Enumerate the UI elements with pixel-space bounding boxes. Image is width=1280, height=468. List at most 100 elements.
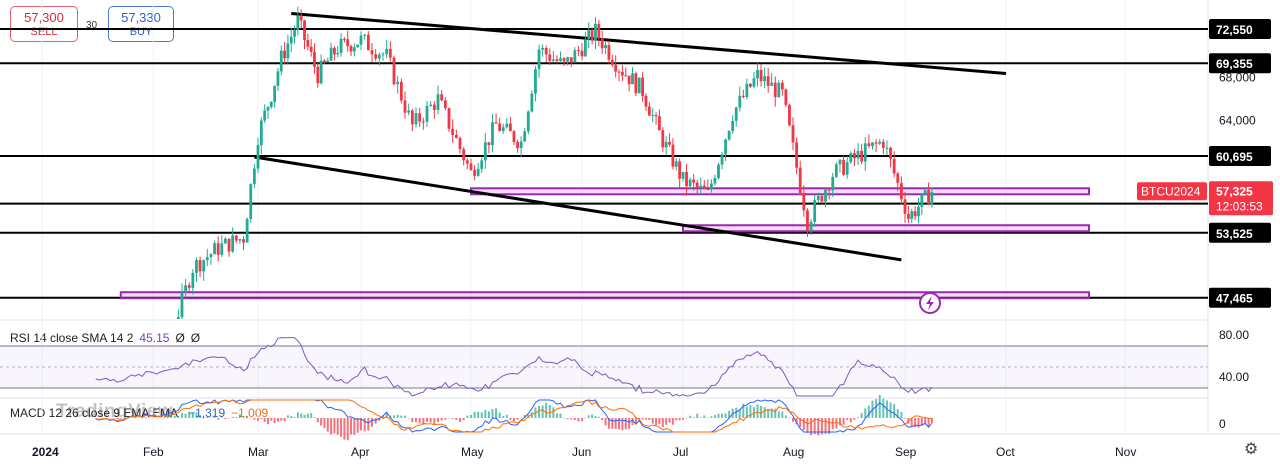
candle bbox=[756, 70, 759, 79]
macd-histogram-bar bbox=[706, 417, 709, 419]
candle bbox=[299, 15, 303, 21]
macd-histogram-bar bbox=[333, 418, 336, 434]
candle bbox=[845, 162, 849, 175]
countdown-label: 12:03:53 bbox=[1216, 199, 1263, 213]
macd-histogram-bar bbox=[155, 417, 158, 419]
macd-histogram-bar bbox=[655, 418, 658, 426]
candle bbox=[671, 144, 675, 167]
macd-histogram-bar bbox=[820, 418, 823, 435]
macd-histogram-bar bbox=[356, 418, 359, 433]
candle bbox=[289, 36, 293, 44]
candle bbox=[644, 95, 648, 107]
candle bbox=[440, 94, 444, 101]
macd-histogram-bar bbox=[300, 413, 303, 418]
candle bbox=[738, 95, 742, 108]
candle bbox=[749, 83, 752, 87]
candle bbox=[421, 121, 425, 123]
candle bbox=[607, 45, 611, 60]
macd-histogram-bar bbox=[678, 418, 681, 421]
macd-histogram-bar bbox=[404, 415, 406, 418]
macd-histogram-bar bbox=[440, 418, 443, 421]
macd-histogram-bar bbox=[407, 418, 410, 419]
candle bbox=[930, 192, 934, 206]
macd-histogram-bar bbox=[745, 406, 748, 418]
macd-histogram-bar bbox=[631, 418, 634, 426]
candle bbox=[856, 150, 860, 159]
candle bbox=[363, 34, 367, 36]
x-tick-label-2: Mar bbox=[248, 445, 269, 459]
candle bbox=[566, 57, 570, 62]
candle bbox=[668, 141, 671, 145]
candle bbox=[238, 239, 242, 241]
macd-histogram-bar bbox=[548, 404, 551, 418]
macd-histogram-bar bbox=[552, 407, 555, 418]
candle bbox=[641, 77, 644, 96]
macd-histogram-bar bbox=[682, 418, 684, 420]
rsi-line bbox=[95, 337, 933, 397]
macd-histogram-bar bbox=[767, 408, 770, 418]
macd-histogram-bar bbox=[563, 417, 566, 419]
trend-line-0 bbox=[291, 11, 1007, 75]
candle bbox=[917, 206, 920, 217]
macd-histogram-bar bbox=[246, 415, 249, 418]
macd-histogram-bar bbox=[487, 411, 490, 418]
sell-button[interactable]: 57,300 SELL bbox=[10, 6, 78, 42]
macd-histogram-bar bbox=[188, 411, 191, 418]
macd-histogram-bar bbox=[466, 415, 469, 418]
buy-button[interactable]: 57,330 BUY bbox=[108, 6, 174, 42]
candle bbox=[336, 52, 340, 55]
macd-histogram-bar bbox=[777, 411, 780, 418]
macd-histogram-bar bbox=[824, 418, 827, 434]
candle bbox=[741, 95, 745, 98]
macd-histogram-bar bbox=[875, 398, 878, 418]
macd-histogram-bar bbox=[343, 418, 346, 440]
macd-histogram-bar bbox=[263, 418, 266, 423]
macd-histogram-bar bbox=[831, 418, 834, 430]
candle bbox=[788, 104, 791, 126]
candle bbox=[899, 183, 903, 200]
macd-histogram-bar bbox=[98, 418, 101, 419]
macd-histogram-bar bbox=[162, 417, 165, 418]
macd-histogram-bar bbox=[191, 412, 194, 418]
lightning-icon-glyph bbox=[926, 296, 934, 310]
candle bbox=[184, 285, 187, 293]
candle bbox=[283, 50, 286, 59]
candle bbox=[831, 176, 835, 191]
rsi-axis-label-lower: 40.00 bbox=[1219, 370, 1249, 384]
macd-histogram-bar bbox=[393, 415, 395, 418]
macd-histogram-bar bbox=[283, 418, 286, 422]
candle bbox=[720, 154, 724, 165]
macd-histogram-bar bbox=[326, 418, 329, 432]
macd-histogram-bar bbox=[411, 418, 414, 423]
macd-histogram-bar bbox=[587, 415, 590, 418]
macd-histogram-bar bbox=[166, 416, 169, 418]
macd-histogram-bar bbox=[290, 416, 293, 418]
gear-icon[interactable]: ⚙ bbox=[1243, 441, 1259, 458]
macd-histogram-bar bbox=[904, 418, 906, 419]
candle bbox=[366, 34, 370, 51]
macd-histogram-bar bbox=[444, 418, 447, 420]
candle bbox=[842, 159, 845, 175]
last-price-label-bg bbox=[1209, 181, 1273, 216]
candle bbox=[920, 194, 924, 207]
macd-histogram-bar bbox=[306, 413, 309, 418]
macd-histogram-bar bbox=[795, 418, 798, 425]
candle bbox=[923, 190, 927, 195]
macd-histogram-bar bbox=[621, 418, 624, 431]
level-label-5: 47,465 bbox=[1216, 292, 1253, 306]
candle bbox=[906, 213, 910, 219]
candle bbox=[763, 76, 767, 82]
macd-histogram-bar bbox=[668, 418, 671, 423]
macd-histogram-bar bbox=[415, 418, 417, 423]
macd-histogram-bar bbox=[781, 411, 784, 418]
macd-histogram-bar bbox=[249, 418, 252, 419]
macd-histogram-bar bbox=[209, 417, 212, 419]
candle bbox=[637, 77, 641, 94]
candle bbox=[594, 23, 597, 41]
macd-histogram-bar bbox=[470, 415, 472, 418]
candle bbox=[597, 23, 601, 39]
macd-histogram-bar bbox=[480, 412, 483, 418]
candle bbox=[451, 128, 455, 135]
candle bbox=[303, 20, 306, 40]
